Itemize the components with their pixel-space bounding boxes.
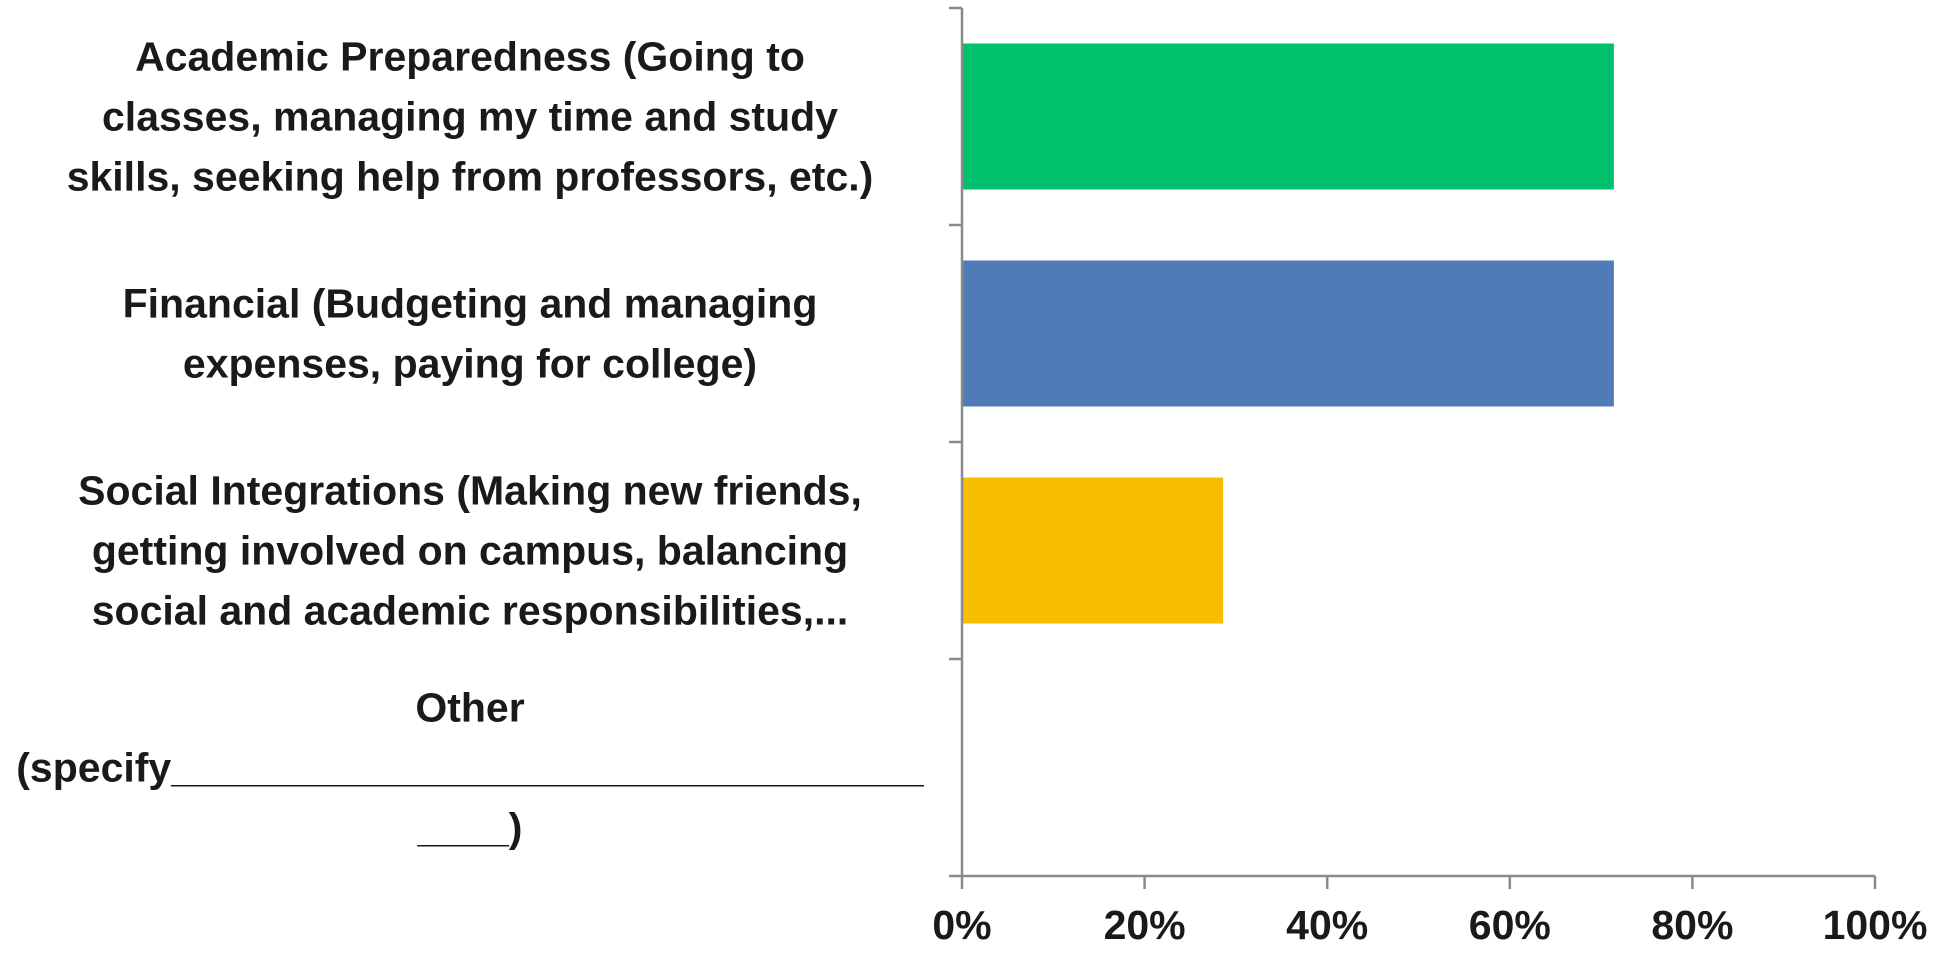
category-label-4: Other (specify___________________________… — [16, 685, 925, 851]
bar-1 — [962, 43, 1614, 190]
bars-group — [962, 43, 1614, 624]
category-label-1: Academic Preparedness (Going to classes, … — [67, 34, 874, 200]
category-label-line: classes, managing my time and study — [102, 94, 838, 140]
category-label-line: skills, seeking help from professors, et… — [67, 154, 874, 200]
category-label-line: (specify________________________________… — [16, 745, 925, 791]
category-label-line: getting involved on campus, balancing — [92, 528, 848, 574]
category-label-line: ____) — [417, 805, 523, 851]
category-label-line: social and academic responsibilities,... — [92, 588, 849, 634]
category-label-line: expenses, paying for college) — [183, 341, 757, 387]
x-tick-label: 20% — [1104, 902, 1186, 948]
category-labels: Academic Preparedness (Going to classes, … — [16, 34, 925, 851]
x-tick-label: 100% — [1823, 902, 1928, 948]
x-tick-label: 40% — [1286, 902, 1368, 948]
bar-3 — [962, 477, 1224, 624]
x-tick-label: 60% — [1469, 902, 1551, 948]
category-label-line: Other — [415, 685, 524, 731]
bar-2 — [962, 260, 1614, 407]
category-label-2: Financial (Budgeting and managing expense… — [123, 281, 818, 387]
x-tick-labels: 0% 20% 40% 60% 80% 100% — [932, 902, 1927, 948]
category-label-line: Academic Preparedness (Going to — [135, 34, 805, 80]
x-axis-ticks — [960, 876, 1877, 889]
category-label-line: Social Integrations (Making new friends, — [78, 468, 862, 514]
y-axis-ticks — [949, 6, 962, 878]
category-label-line: Financial (Budgeting and managing — [123, 281, 818, 327]
category-label-3: Social Integrations (Making new friends,… — [78, 468, 862, 634]
x-tick-label: 80% — [1651, 902, 1733, 948]
x-tick-label: 0% — [932, 902, 991, 948]
